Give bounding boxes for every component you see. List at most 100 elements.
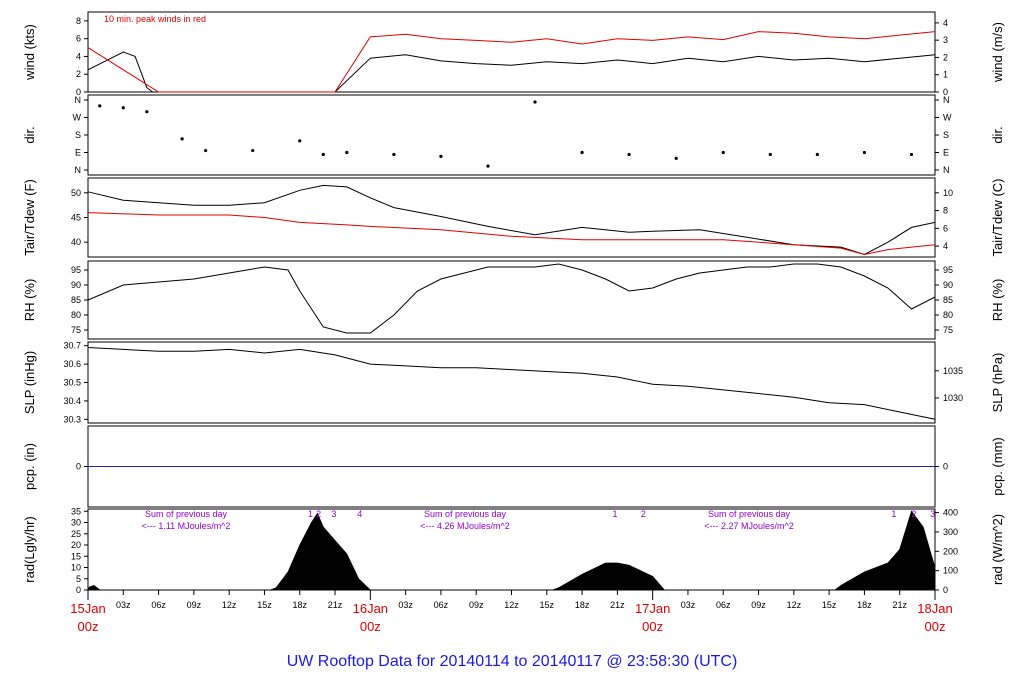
panel-direction: dir. dir.N NE ES SW WN N [22, 94, 1005, 176]
radiation-marker: 2 [911, 509, 916, 519]
y-tick-label-left: 5 [76, 574, 81, 584]
direction-point [580, 150, 584, 155]
y-tick-label-right: 0 [943, 87, 948, 97]
y-tick-label-right: 75 [943, 325, 953, 335]
x-tick-label: 15z [540, 600, 555, 610]
y-tick-label-right: 0 [943, 585, 948, 595]
direction-point [98, 104, 102, 108]
panel-wind: wind (kts) wind (m/s) 0 2 4 6 8 0 1 2 3 4 10 min. pe… [22, 11, 1005, 97]
y-tick-label-left: 10 [71, 563, 81, 573]
direction-point [721, 150, 725, 155]
x-tick-label: 21z [328, 600, 343, 610]
x-tick-label: 18z [292, 600, 307, 610]
x-tick-label: 03z [398, 600, 413, 610]
y-tick-label-left: 2 [76, 69, 81, 79]
series-line-wind [87, 31, 936, 93]
y-tick-label-left: 95 [71, 265, 81, 275]
x-tick-label: 12z [787, 600, 802, 610]
daily-sum-value: <--- 2.27 MJoules/m^2 [704, 521, 794, 531]
y-axis-label-right: rad (W/m^2) [990, 514, 1005, 585]
series-line-humidity [87, 263, 936, 334]
y-tick-label-left: 8 [76, 16, 81, 26]
y-tick-label-left: 0 [76, 87, 81, 97]
radiation-marker: 2 [316, 509, 321, 519]
x-tick-label: 06z [151, 600, 166, 610]
y-tick-label-right: 1035 [943, 366, 963, 376]
y-tick-label-right: 90 [943, 280, 953, 290]
day-label: 17Jan [635, 601, 670, 616]
y-tick-label-left: 0 [76, 462, 81, 472]
y-tick-label-left: 6 [76, 34, 81, 44]
y-tick-label-left: N [75, 95, 82, 105]
y-tick-label-right: 4 [943, 241, 948, 251]
panel-pressure: SLP (inHg) SLP (hPa) 30.3 30.4 30.5 30.6 30.7 1… [22, 341, 1005, 425]
y-axis-label-right: dir. [990, 126, 1005, 143]
y-tick-label-left: N [75, 165, 82, 175]
radiation-marker: 3 [331, 509, 336, 519]
radiation-marker: 1 [613, 509, 618, 519]
x-tick-label: 15z [822, 600, 837, 610]
panel-temperature: Tair/Tdew (F) Tair/Tdew (C) 40 45 50 4 6 8 10 [22, 177, 1005, 258]
direction-point [674, 156, 678, 160]
day-hour-label: 00z [642, 619, 663, 634]
direction-point [121, 106, 125, 110]
daily-sum-value: <--- 1.11 MJoules/m^2 [142, 521, 231, 531]
daily-sum-title: Sum of previous day [424, 509, 507, 519]
direction-point [627, 152, 631, 157]
y-tick-label-left: 30.7 [63, 341, 81, 351]
panel-humidity: RH (%) RH (%) 75 80 85 90 95 75 80 85 90 95 [22, 260, 1005, 340]
series-line-wind [87, 51, 936, 93]
y-axis-label-left: RH (%) [22, 279, 37, 322]
y-axis-label-left: rad(Lgly/hr) [22, 516, 37, 582]
y-tick-label-left: 30.6 [63, 359, 81, 369]
x-tick-label: 09z [751, 600, 766, 610]
day-label: 15Jan [70, 601, 105, 616]
y-tick-label-left: 30.5 [63, 378, 81, 388]
daily-sum-value: <--- 4.26 MJoules/m^2 [420, 521, 510, 531]
y-tick-label-right: 95 [943, 265, 953, 275]
y-tick-label-right: 10 [943, 188, 953, 198]
y-tick-label-right: W [943, 113, 952, 123]
panel-precipitation: pcp. (in) pcp. (mm) 0 0 [22, 425, 1005, 508]
series-line-tdew [87, 212, 936, 256]
radiation-marker: 1 [308, 509, 313, 519]
y-tick-label-right: 400 [943, 508, 958, 518]
series-line-tair [87, 184, 936, 256]
y-tick-label-right: 100 [943, 566, 958, 576]
panel-frame [87, 94, 936, 176]
direction-point [486, 164, 490, 168]
x-axis: 03z 06z 09z 12z 15z 18z 21z 03z 06z 09z 12z 15z 18z 2… [70, 590, 953, 634]
y-tick-label-left: 25 [71, 529, 81, 539]
x-tick-label: 18z [857, 600, 872, 610]
y-axis-label-left: wind (kts) [22, 24, 37, 81]
day-hour-label: 00z [925, 619, 946, 634]
y-tick-label-left: 30 [71, 518, 81, 528]
x-tick-label: 12z [222, 600, 237, 610]
y-axis-label-right: RH (%) [990, 279, 1005, 322]
direction-point [392, 152, 396, 157]
day-label: 18Jan [917, 601, 952, 616]
y-tick-label-right: 85 [943, 295, 953, 305]
x-tick-label: 21z [892, 600, 907, 610]
y-tick-label-right: N [943, 95, 950, 105]
y-tick-label-left: 85 [71, 295, 81, 305]
x-tick-label: 15z [257, 600, 272, 610]
y-axis-label-left: pcp. (in) [22, 443, 37, 490]
y-tick-label-left: 30.4 [63, 396, 81, 406]
y-tick-label-left: 0 [76, 585, 81, 595]
day-hour-label: 00z [360, 619, 381, 634]
radiation-area [87, 510, 936, 591]
y-axis-label-right: wind (m/s) [990, 22, 1005, 83]
y-tick-label-right: 0 [943, 462, 948, 472]
y-tick-label-left: 4 [76, 51, 81, 61]
y-axis-label-left: SLP (inHg) [22, 351, 37, 414]
y-tick-label-right: 1 [943, 70, 948, 80]
y-tick-label-right: 300 [943, 527, 958, 537]
direction-point [204, 148, 208, 153]
y-tick-label-right: 6 [943, 223, 948, 233]
panel-frame [87, 11, 936, 93]
wind-peak-note: 10 min. peak winds in red [104, 14, 206, 24]
y-axis-label-left: Tair/Tdew (F) [22, 179, 37, 256]
y-tick-label-right: N [943, 165, 950, 175]
y-axis-label-right: Tair/Tdew (C) [990, 178, 1005, 256]
